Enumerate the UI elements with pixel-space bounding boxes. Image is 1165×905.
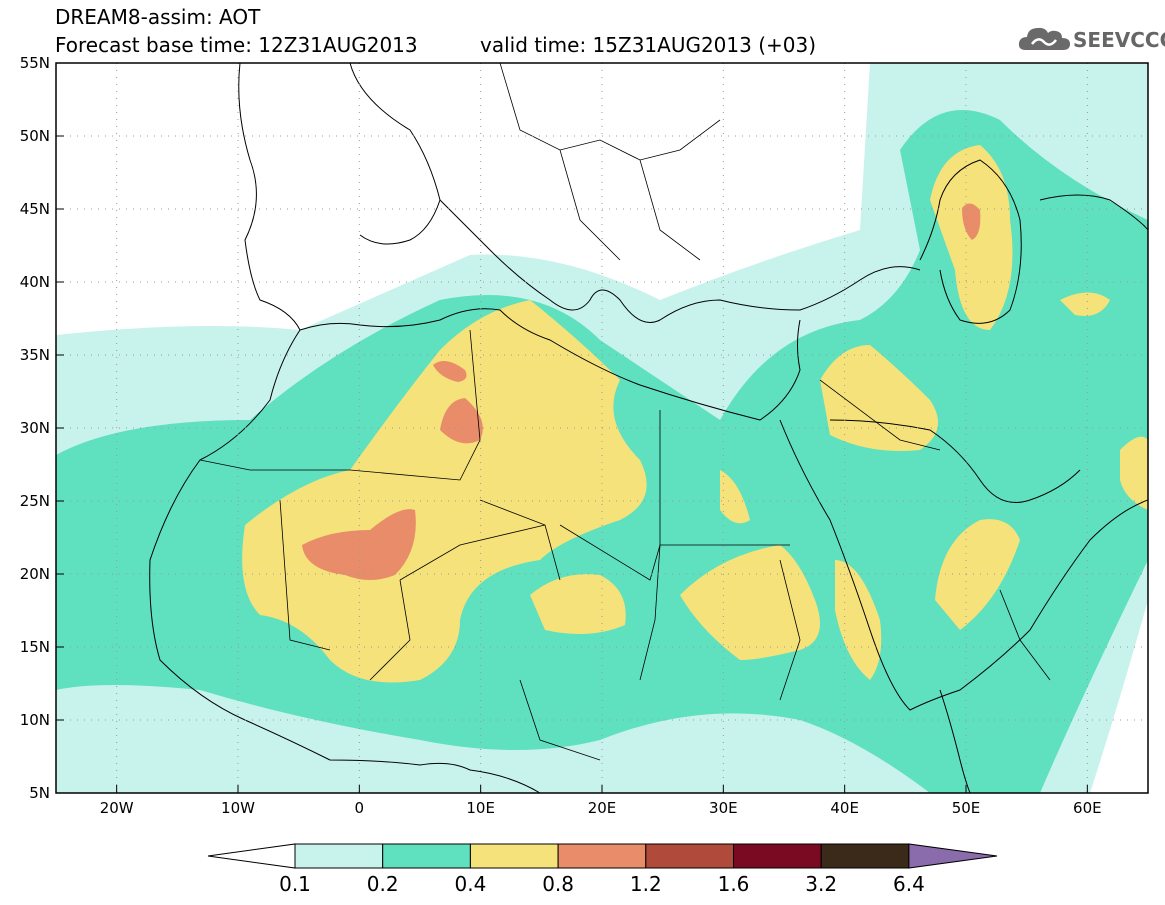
colorbar-label: 0.8	[542, 872, 574, 896]
colorbar-over-arrow	[908, 843, 998, 869]
forecast-time-line: Forecast base time: 12Z31AUG2013 valid ti…	[55, 33, 816, 57]
lat-tick-label: 15N	[20, 638, 50, 656]
lat-tick-label: 55N	[20, 54, 50, 72]
colorbar-swatch	[733, 843, 822, 869]
colorbar-label: 0.2	[367, 872, 399, 896]
lon-tick-label: 50E	[952, 799, 981, 817]
lon-tick-label: 10E	[466, 799, 495, 817]
aot-band-0.8	[302, 203, 981, 580]
lon-tick-label: 40E	[830, 799, 859, 817]
lon-tick-label: 0	[355, 799, 365, 817]
lat-tick-label: 40N	[20, 273, 50, 291]
lat-tick-label: 5N	[29, 784, 50, 802]
lon-tick-label: 30E	[709, 799, 738, 817]
colorbar-swatch	[294, 843, 384, 869]
lon-tick-label: 60E	[1073, 799, 1102, 817]
lat-tick-label: 10N	[20, 711, 50, 729]
lat-tick-label: 25N	[20, 492, 50, 510]
colorbar-label: 3.2	[805, 872, 837, 896]
colorbar-label: 0.1	[279, 872, 311, 896]
lon-tick-label: 20E	[588, 799, 617, 817]
colorbar-label: 1.6	[718, 872, 750, 896]
lat-tick-label: 20N	[20, 565, 50, 583]
logo-text: SEEVCCC	[1073, 28, 1165, 52]
colorbar-label: 1.2	[630, 872, 662, 896]
longitude-axis: 20W 10W 0 10E 20E 30E 40E 50E 60E	[100, 785, 1102, 817]
lat-tick-label: 30N	[20, 419, 50, 437]
seevccc-logo: SEEVCCC	[1018, 22, 1165, 56]
map-title: DREAM8-assim: AOT	[55, 5, 261, 29]
base-time: Forecast base time: 12Z31AUG2013	[55, 33, 418, 57]
lon-tick-label: 20W	[100, 799, 134, 817]
colorbar-swatch	[557, 843, 647, 869]
latitude-axis: 5N 10N 15N 20N 25N 30N 35N 40N 45N 50N 55N	[20, 54, 64, 802]
valid-time: valid time: 15Z31AUG2013 (+03)	[480, 33, 817, 57]
lat-tick-label: 50N	[20, 127, 50, 145]
lon-tick-label: 10W	[221, 799, 255, 817]
coastlines	[149, 63, 1148, 793]
colorbar-label: 0.4	[454, 872, 486, 896]
colorbar-swatch	[820, 843, 910, 869]
colorbar-label: 6.4	[893, 872, 925, 896]
colorbar-swatch	[382, 843, 471, 869]
cloud-icon	[1018, 27, 1070, 50]
colorbar-swatch	[645, 843, 734, 869]
lat-tick-label: 35N	[20, 346, 50, 364]
country-borders	[199, 63, 1051, 761]
lat-tick-label: 45N	[20, 200, 50, 218]
colorbar-under-arrow	[207, 843, 296, 869]
gridlines	[56, 63, 1148, 793]
colorbar-swatch	[469, 843, 559, 869]
